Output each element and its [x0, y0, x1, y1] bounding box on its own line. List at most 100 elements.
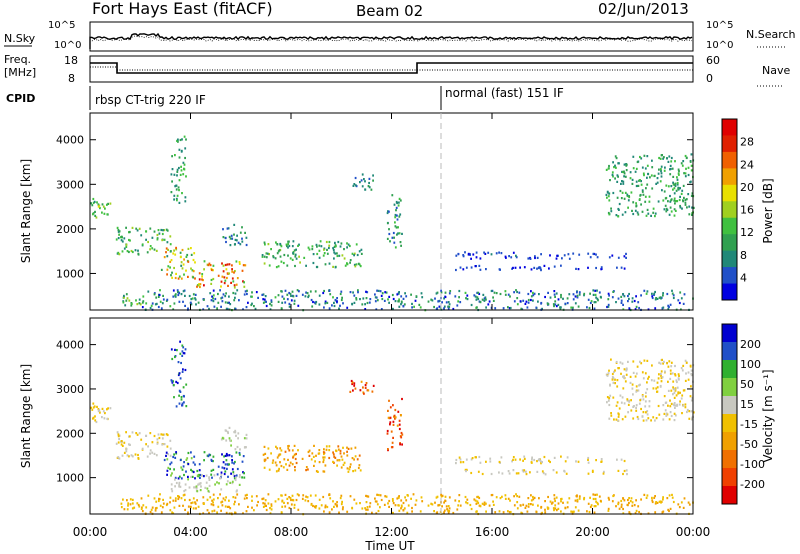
velocity-cell — [196, 490, 199, 493]
power-cell — [244, 290, 247, 293]
power-cell — [233, 271, 235, 274]
power-cell — [671, 289, 673, 292]
velocity-cell — [623, 402, 626, 405]
velocity-cell — [553, 494, 556, 497]
power-cell — [437, 300, 440, 303]
velocity-cell — [251, 499, 253, 502]
power-cell — [677, 168, 680, 171]
velocity-cell — [297, 508, 300, 511]
power-cell — [211, 295, 213, 298]
velocity-cell — [667, 404, 669, 407]
power-cell — [199, 283, 202, 286]
velocity-cell — [638, 384, 640, 387]
power-cell — [504, 290, 507, 293]
power-cell — [606, 196, 608, 199]
power-cell — [377, 289, 380, 292]
velocity-cell — [210, 473, 213, 476]
velocity-cell — [631, 387, 634, 390]
velocity-cell — [365, 382, 368, 385]
power-cell — [672, 188, 674, 191]
power-cell — [254, 307, 257, 310]
velocity-cell — [436, 495, 439, 498]
power-cell — [171, 155, 173, 158]
velocity-cell — [474, 456, 477, 459]
power-cell — [560, 296, 562, 299]
velocity-cell — [125, 431, 127, 434]
velocity-cell — [554, 499, 556, 503]
power-cell — [185, 255, 188, 258]
velocity-cell — [229, 439, 231, 442]
power-cell — [115, 238, 118, 241]
velocity-cell — [145, 506, 148, 509]
velocity-cell — [665, 412, 668, 415]
power-cell — [159, 289, 161, 292]
velocity-cell — [589, 496, 591, 499]
power-cell — [466, 298, 469, 301]
freq-unit-label: [MHz] — [4, 66, 36, 79]
velocity-cell — [403, 507, 406, 510]
velocity-cell — [658, 373, 660, 376]
velocity-cell — [322, 495, 325, 499]
power-cell — [265, 252, 268, 255]
power-cell — [554, 303, 557, 306]
power-cell — [208, 262, 211, 265]
power-cell — [245, 243, 248, 247]
power-cell — [176, 174, 178, 177]
velocity-cell — [527, 497, 530, 500]
power-cell — [242, 280, 244, 283]
velocity-cell — [606, 374, 609, 377]
velocity-cell — [337, 448, 340, 451]
power-cell — [123, 237, 126, 240]
power-cell — [126, 250, 129, 253]
power-cell — [166, 268, 169, 271]
velocity-cell — [655, 501, 657, 504]
velocity-cell — [651, 499, 654, 502]
power-cell — [328, 240, 331, 244]
power-cell — [210, 268, 213, 272]
velocity-cell — [536, 460, 538, 463]
power-cell — [141, 243, 144, 246]
power-cell — [280, 307, 283, 310]
power-cell — [691, 192, 694, 195]
power-cell — [95, 216, 98, 219]
power-cell — [307, 294, 310, 297]
velocity-cell — [648, 400, 651, 403]
power-cell — [277, 265, 280, 268]
velocity-cell — [210, 459, 213, 462]
velocity-cell — [313, 444, 315, 447]
power-cell — [212, 294, 215, 297]
power-cell — [368, 301, 371, 304]
power-cell — [261, 254, 264, 257]
velocity-cell — [631, 504, 634, 507]
velocity-cell — [178, 496, 181, 499]
power-cell — [270, 248, 272, 251]
power-cell — [560, 264, 562, 267]
velocity-cell — [623, 459, 626, 463]
power-cell — [513, 291, 515, 294]
power-cell — [648, 195, 651, 198]
power-cell — [552, 303, 555, 306]
power-cell — [678, 170, 680, 173]
velocity-cell — [499, 497, 502, 500]
power-cell — [333, 251, 336, 254]
velocity-cell — [375, 512, 378, 515]
velocity-x-ticks — [89, 318, 694, 514]
power-cell — [190, 267, 192, 270]
velocity-cell — [671, 493, 673, 496]
velocity-cell — [356, 458, 359, 461]
power-cell — [357, 262, 360, 265]
velocity-cell — [387, 502, 389, 505]
power-cell — [181, 248, 184, 252]
velocity-cell — [609, 384, 611, 387]
velocity-cell — [610, 414, 613, 417]
velocity-y-tick-label: 1000 — [56, 472, 84, 485]
power-cell — [438, 305, 441, 308]
power-cell — [660, 165, 663, 168]
power-cell — [141, 301, 144, 304]
velocity-cell — [615, 505, 617, 508]
velocity-cell — [398, 509, 401, 512]
power-cell — [176, 170, 179, 173]
velocity-cell — [478, 496, 481, 500]
velocity-cell — [325, 448, 328, 451]
